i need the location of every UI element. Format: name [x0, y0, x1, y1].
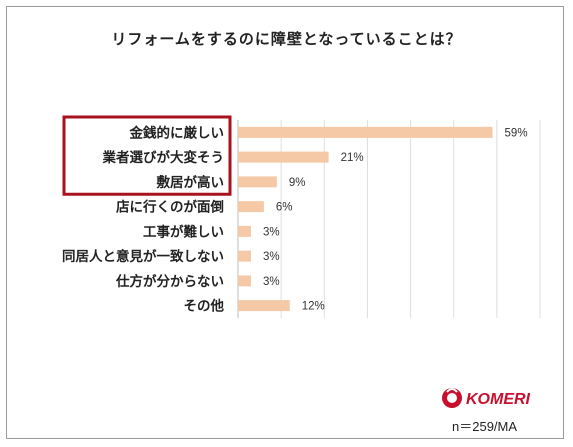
- category-label: 同居人と意見が一致しない: [62, 248, 224, 265]
- brand-name: KOMERI: [466, 391, 531, 408]
- chart-title: リフォームをするのに障壁となっていることは？: [111, 30, 462, 48]
- bar-6: [238, 250, 251, 262]
- value-label: 9%: [289, 177, 306, 189]
- category-label: 店に行くのが面倒: [116, 199, 224, 216]
- category-label: 仕方が分からない: [115, 273, 224, 290]
- bar-3: [238, 176, 277, 188]
- value-label: 21%: [341, 152, 364, 164]
- value-label: 59%: [505, 127, 528, 139]
- bar-7: [238, 275, 251, 287]
- value-label: 6%: [276, 202, 293, 214]
- highlight-box: [62, 115, 232, 196]
- category-label: 工事が難しい: [143, 223, 224, 240]
- value-label: 3%: [263, 226, 280, 238]
- value-label: 12%: [302, 301, 325, 313]
- bar-2: [238, 151, 329, 163]
- category-label: 業者選びが大変そう: [102, 149, 225, 166]
- category-label: 敷居が高い: [157, 174, 225, 191]
- value-label: 3%: [263, 276, 280, 288]
- bar-1: [238, 126, 493, 138]
- category-label: 金銭的に厳しい: [129, 124, 225, 141]
- value-label: 3%: [263, 251, 280, 263]
- sample-note: n＝259/MA: [452, 419, 518, 434]
- bar-8: [238, 300, 290, 312]
- bar-5: [238, 225, 251, 237]
- chart-frame: [6, 6, 564, 439]
- category-label: その他: [184, 298, 225, 315]
- bar-4: [238, 201, 264, 213]
- komeri-logo: KOMERI: [442, 388, 531, 408]
